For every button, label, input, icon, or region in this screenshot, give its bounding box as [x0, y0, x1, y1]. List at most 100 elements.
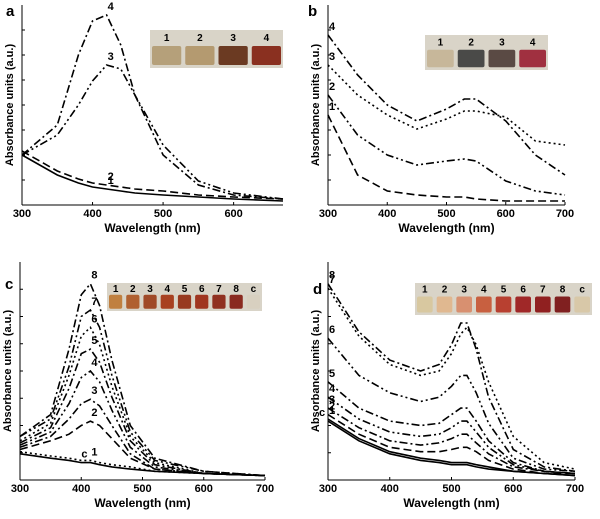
series-line — [19, 369, 266, 477]
series-line — [327, 114, 565, 202]
series-line — [19, 308, 266, 477]
x-tick-label: 400 — [381, 483, 399, 495]
vial — [427, 49, 454, 68]
vial — [229, 294, 243, 309]
vial-label: 2 — [130, 284, 136, 295]
vial — [574, 296, 590, 313]
vial-label: 1 — [113, 284, 119, 295]
series-line — [327, 287, 576, 470]
curve-label: 1 — [108, 175, 114, 187]
vial-label: c — [251, 284, 257, 295]
x-tick-label: 400 — [83, 208, 101, 220]
vial-label: 5 — [501, 285, 507, 296]
curve-label: 7 — [329, 274, 335, 286]
curve-label: 4 — [91, 357, 98, 369]
vial — [109, 294, 123, 309]
vial-label: 8 — [233, 284, 239, 295]
vial-label: 3 — [147, 284, 153, 295]
x-tick-label: 600 — [504, 483, 522, 495]
curve-label: 8 — [91, 270, 97, 282]
curve-label: 4 — [329, 383, 336, 395]
curve-label: 3 — [91, 385, 97, 397]
y-axis-label: Absorbance units (a.u.) — [4, 44, 16, 167]
vial-label: c — [579, 285, 585, 296]
vial-label: 4 — [481, 285, 487, 296]
vial-label: 6 — [520, 285, 526, 296]
curve-label: c — [319, 407, 325, 419]
series-line — [19, 348, 266, 477]
x-tick-label: 500 — [154, 208, 172, 220]
vial — [417, 296, 433, 313]
series-line — [19, 450, 266, 477]
series-line — [19, 282, 266, 477]
vial — [495, 296, 512, 313]
curve-label: 2 — [108, 171, 114, 183]
series-line — [327, 413, 575, 475]
y-axis-label: Absorbance units (a.u.) — [2, 310, 14, 433]
x-tick-label: 700 — [256, 483, 274, 495]
vial-label: 5 — [182, 284, 188, 295]
vial-label: 1 — [438, 37, 444, 48]
vial — [126, 294, 140, 309]
curve-label: 4 — [329, 21, 336, 33]
x-tick-label: 300 — [319, 483, 337, 495]
x-tick-label: 300 — [319, 208, 337, 220]
series-line — [327, 396, 576, 475]
curve-label: 6 — [91, 313, 97, 325]
series-line — [327, 381, 576, 475]
curve-label: 4 — [108, 1, 115, 13]
vial — [476, 296, 492, 313]
vial — [212, 294, 226, 309]
panel-label: c — [5, 276, 13, 293]
vial — [488, 49, 516, 68]
curve-label: 3 — [329, 394, 335, 406]
curve-label: 2 — [329, 401, 335, 413]
vial-label: 2 — [197, 33, 203, 44]
vial — [535, 296, 551, 313]
series-line — [327, 407, 576, 475]
curve-label: 5 — [91, 335, 97, 347]
series-line — [19, 398, 266, 477]
vial-label: 4 — [530, 37, 536, 48]
curve-label: 3 — [329, 51, 335, 63]
vial — [515, 296, 531, 313]
vial — [152, 45, 182, 65]
curve-label: 2 — [91, 407, 97, 419]
vial — [195, 294, 209, 309]
vial-label: 1 — [164, 33, 170, 44]
series-line — [327, 34, 566, 176]
x-axis-label: Wavelength (nm) — [104, 221, 200, 235]
series-line — [21, 150, 284, 200]
vial — [519, 49, 546, 68]
x-tick-label: 400 — [378, 208, 396, 220]
vial-label: 3 — [461, 285, 467, 296]
curve-label: 2 — [329, 81, 335, 93]
panel-label: b — [308, 3, 317, 20]
series-line — [327, 418, 576, 477]
curve-label: 3 — [108, 51, 114, 63]
series-line — [327, 64, 566, 146]
series-line — [19, 326, 266, 477]
vial-label: 2 — [442, 285, 448, 296]
panel-label: d — [313, 281, 322, 298]
curve-label: 5 — [329, 368, 335, 380]
vial-label: 3 — [230, 33, 236, 44]
vial — [177, 294, 192, 309]
x-tick-label: 500 — [437, 208, 455, 220]
series-line — [327, 283, 576, 473]
vial — [436, 296, 453, 313]
curve-label: 8 — [329, 270, 335, 282]
x-tick-label: 500 — [133, 483, 151, 495]
vial-label: 6 — [199, 284, 205, 295]
vial — [218, 45, 248, 65]
vial — [251, 45, 281, 65]
vial-label: 1 — [422, 285, 428, 296]
x-tick-label: 300 — [11, 483, 29, 495]
x-tick-label: 600 — [224, 208, 242, 220]
curve-label: 7 — [91, 296, 97, 308]
x-axis-label: Wavelength (nm) — [403, 496, 499, 510]
series-line — [327, 337, 576, 473]
curve-label: 1 — [91, 446, 97, 458]
vial-label: 4 — [164, 284, 170, 295]
